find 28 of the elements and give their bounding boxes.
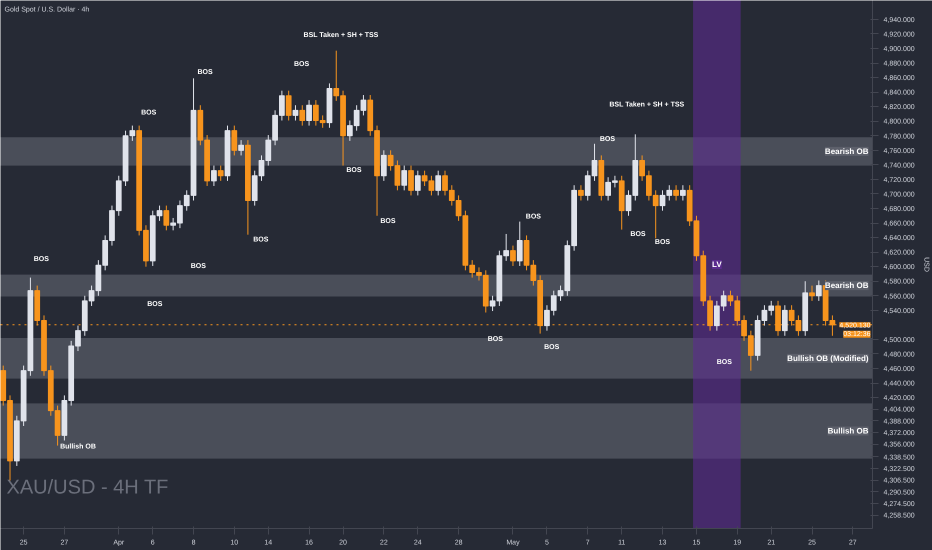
band-label: Bearish OB (824, 281, 869, 290)
candlestick (414, 170, 421, 196)
candlestick (163, 205, 170, 231)
text: XAU/USD - 4H TF (6, 476, 168, 498)
candlestick (380, 150, 387, 182)
candlestick (516, 221, 523, 266)
candlestick (218, 165, 224, 182)
candlestick (510, 245, 516, 266)
candlestick (809, 285, 815, 302)
candlestick (231, 125, 238, 156)
band-label: Bullish OB (Modified) (787, 354, 869, 363)
candlestick (292, 104, 298, 121)
candlestick (211, 165, 217, 186)
candlestick (680, 184, 686, 201)
candlestick (673, 184, 679, 201)
band-label: Bearish OB (824, 146, 869, 156)
candlestick (401, 165, 408, 191)
candlestick (238, 140, 244, 156)
candlestick (286, 90, 292, 121)
candlestick (782, 304, 788, 336)
candlestick (299, 104, 306, 126)
candlestick (816, 280, 822, 302)
candlestick (435, 170, 442, 196)
band-label: Bullish OB (828, 426, 869, 436)
candlestick (306, 100, 312, 126)
candlestick (578, 184, 584, 201)
band-label: LV (712, 260, 722, 269)
candlestick (408, 165, 414, 196)
